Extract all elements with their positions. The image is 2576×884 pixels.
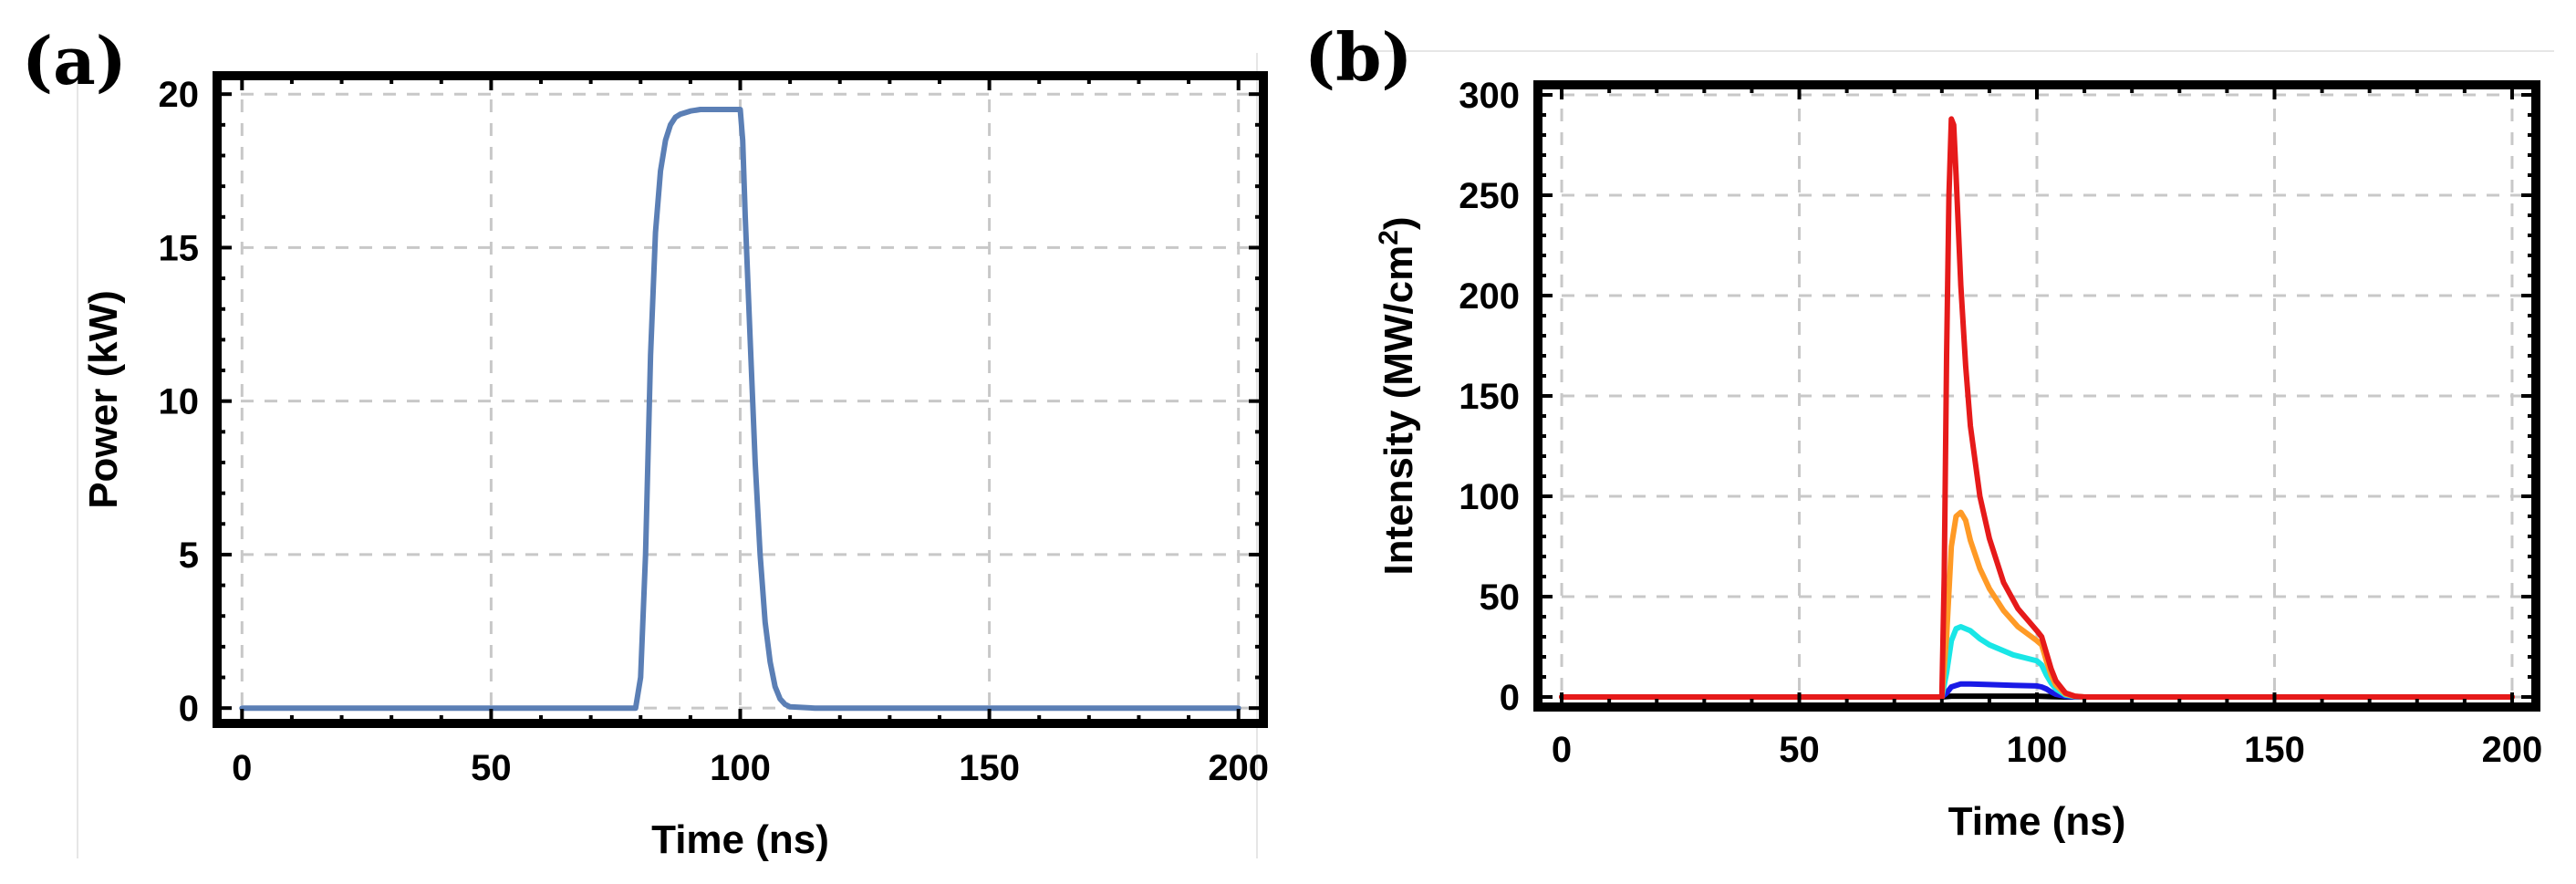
plot-frame xyxy=(213,71,1268,728)
x-axis-title: Time (ns) xyxy=(1948,799,2126,844)
y-axis-title-suffix: ) xyxy=(1376,216,1421,230)
y-tick-label: 200 xyxy=(1459,276,1520,317)
y-tick-label: 15 xyxy=(159,228,200,268)
y-axis-title: Intensity (MW/cm2) xyxy=(1374,216,1422,575)
panel-b: (b) 0 50 100 150 200 0 50 100 150 200 250 300 Time (n… xyxy=(1304,18,2542,844)
y-tick-label: 0 xyxy=(179,689,199,729)
panel-a: (a) 0 50 100 150 200 0 5 10 15 20 Time (ns) Power (k… xyxy=(22,22,1269,862)
x-tick-label: 150 xyxy=(2244,730,2305,770)
x-tick-label: 200 xyxy=(2482,730,2543,770)
y-axis-title: Power (kW) xyxy=(81,290,126,509)
x-tick-label: 200 xyxy=(1208,748,1269,788)
y-tick-label: 250 xyxy=(1459,176,1520,216)
y-axis-title-text: Intensity (MW/cm xyxy=(1376,245,1421,576)
x-tick-label: 100 xyxy=(710,748,771,788)
plot-frame xyxy=(1533,80,2540,712)
series-line-4 xyxy=(1559,116,2515,700)
y-tick-label: 10 xyxy=(159,382,200,422)
x-tick-label: 0 xyxy=(232,748,252,788)
y-tick-label: 150 xyxy=(1459,377,1520,417)
series-line-1 xyxy=(1559,681,2515,700)
y-axis-title-text: Power (kW) xyxy=(81,290,126,509)
y-tick-label: 50 xyxy=(1480,577,1521,618)
y-axis-title-superscript: 2 xyxy=(1374,230,1404,245)
y-tick-label: 5 xyxy=(179,536,199,576)
x-tick-label: 50 xyxy=(1779,730,1820,770)
y-tick-label: 0 xyxy=(1500,678,1520,718)
x-axis-title: Time (ns) xyxy=(651,817,829,862)
y-tick-label: 20 xyxy=(159,75,200,115)
y-tick-label: 300 xyxy=(1459,76,1520,116)
panel-label: (b) xyxy=(1304,18,1412,96)
y-tick-label: 100 xyxy=(1459,477,1520,517)
x-tick-label: 100 xyxy=(2007,730,2068,770)
x-tick-label: 0 xyxy=(1552,730,1572,770)
series-line-0 xyxy=(239,107,1241,712)
panel-label: (a) xyxy=(22,22,127,99)
x-tick-label: 50 xyxy=(471,748,512,788)
x-tick-label: 150 xyxy=(959,748,1020,788)
